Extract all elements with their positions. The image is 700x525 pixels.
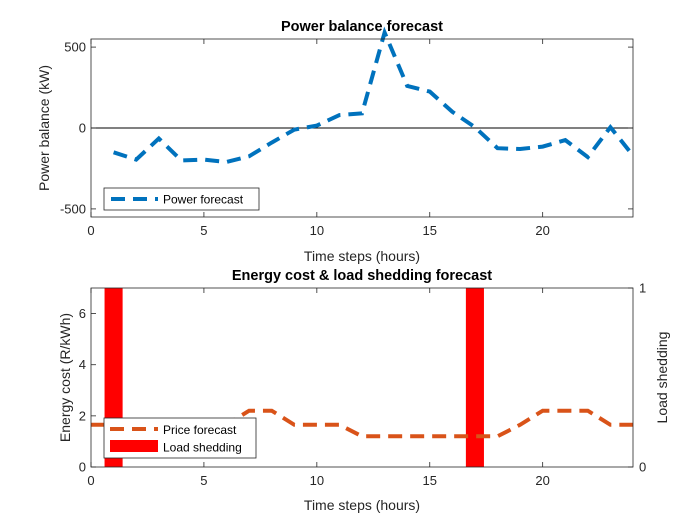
power-balance-ylabel: Power balance (kW) [36, 65, 52, 191]
x-tick-label: 10 [310, 473, 324, 488]
energy-cost-title: Energy cost & load shedding forecast [232, 268, 492, 284]
power-balance-xlabel: Time steps (hours) [304, 248, 420, 264]
power-balance-legend[interactable]: Power forecast [103, 187, 260, 211]
x-tick-label: 20 [535, 223, 549, 238]
energy-cost-xlabel: Time steps (hours) [304, 497, 420, 513]
y-tick-label: 4 [79, 357, 86, 372]
x-tick-label: 15 [423, 473, 437, 488]
power-balance-marks [91, 26, 635, 165]
plot-border [90, 287, 634, 468]
x-tick-label: 5 [200, 223, 207, 238]
power-forecast-line [112, 26, 635, 165]
x-tick-label: 0 [87, 223, 94, 238]
energy-cost-frame: 0 5 10 15 20 0 2 4 6 0 1 [79, 281, 646, 489]
y-tick-label: 500 [64, 40, 86, 55]
load-shedding-bar [465, 288, 484, 467]
y-tick-label: 6 [79, 306, 86, 321]
power-balance-axes: Power balance forecast Time steps (hours… [36, 19, 635, 264]
y-tick-label: 0 [79, 460, 86, 475]
x-tick-label: 0 [87, 473, 94, 488]
y-tick-label: 2 [79, 408, 86, 423]
power-balance-title: Power balance forecast [281, 19, 443, 35]
y-tick-label: -500 [60, 201, 86, 216]
x-tick-label: 15 [423, 223, 437, 238]
load-shedding-ylabel: Load shedding [654, 332, 670, 424]
legend-box [103, 187, 260, 211]
x-tick-label: 10 [310, 223, 324, 238]
legend-swatch-load-shedding [110, 440, 158, 452]
x-tick-label: 5 [200, 473, 207, 488]
energy-cost-ylabel: Energy cost (R/kWh) [57, 313, 73, 442]
energy-cost-axes: Energy cost & load shedding forecast Tim… [57, 268, 670, 513]
legend-label-price-forecast: Price forecast [163, 423, 237, 437]
legend-label-power-forecast: Power forecast [163, 193, 244, 207]
energy-cost-legend[interactable]: Price forecast Load shedding [103, 417, 257, 459]
legend-label-load-shedding: Load shedding [163, 441, 242, 455]
y-right-tick-label: 1 [639, 281, 646, 296]
y-tick-label: 0 [79, 121, 86, 136]
x-tick-label: 20 [535, 473, 549, 488]
y-right-tick-label: 0 [639, 460, 646, 475]
